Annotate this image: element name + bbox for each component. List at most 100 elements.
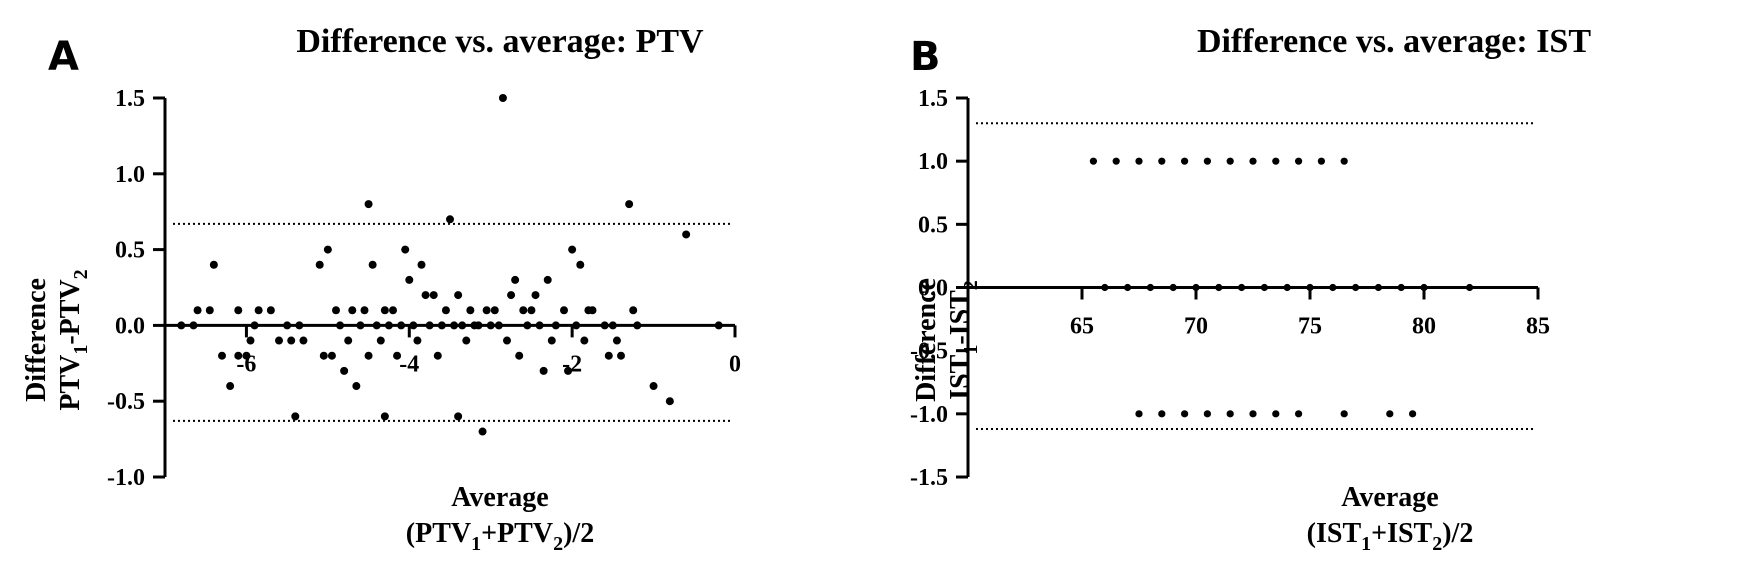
panel-a-data-point (604, 351, 613, 360)
panel-a-y-tick-label: -1.0 (107, 465, 145, 491)
panel-b-y-tick-label: -1.5 (910, 465, 948, 491)
panel-b-data-point (1295, 157, 1303, 165)
panel-b-data-point (1112, 157, 1120, 165)
panel-b-data-point (1317, 157, 1325, 165)
panel-a-data-point (250, 321, 259, 330)
panel-a-ylabel-line1: Difference (21, 278, 52, 402)
panel-b-data-point (1466, 283, 1474, 292)
panel-a-data-point (494, 321, 503, 330)
panel-a-data-point (482, 306, 491, 315)
panel-a-data-point (323, 245, 332, 254)
panel-a-y-tick-label: 0.5 (115, 238, 145, 264)
panel-a-data-point (344, 336, 353, 345)
panel-a-data-point (218, 351, 226, 360)
panel-a-data-point (547, 336, 556, 345)
panel-b-data-point (1226, 410, 1234, 418)
panel-a-title: Difference vs. average: PTV (296, 23, 704, 60)
panel-a-data-point (474, 321, 483, 330)
panel-a-plot: -1.0-0.50.00.51.01.5-6 -4 -2 0 (107, 86, 741, 491)
panel-a-data-point (486, 321, 495, 330)
panel-b-y-tick-label: 1.0 (918, 149, 948, 175)
panel-a-data-point (287, 336, 296, 345)
panel-a-data-point (543, 275, 552, 284)
panel-b-data-point (1260, 283, 1268, 292)
panel-b-data-point (1135, 157, 1143, 165)
panel-a-data-point (503, 336, 511, 345)
panel-a-data-point (189, 321, 198, 330)
panel-a-data-point (665, 397, 674, 406)
panel-a-data-point (478, 427, 487, 436)
panel-a-data-point (576, 260, 585, 269)
panel-a-data-point (649, 382, 658, 391)
panel-b-data-point (1124, 283, 1132, 292)
panel-a-data-point (193, 306, 202, 315)
panel-a-ylabel-line2: PTV1-PTV2 (55, 269, 92, 410)
panel-a-data-point (450, 321, 459, 330)
panel-b-data-point (1249, 410, 1257, 418)
panel-a-data-point (551, 321, 560, 330)
panel-b-xlabel-line2: (IST1+IST2)/2 (1307, 518, 1474, 555)
panel-b-data-point (1203, 410, 1211, 418)
panel-a-data-point (380, 306, 389, 315)
panel-a-data-point (490, 306, 499, 315)
panel-b-ylabel: Difference IST1-IST2 (911, 278, 982, 402)
panel-b-ylabel-line1: Difference (911, 278, 942, 402)
panel-a-letter: A (48, 34, 79, 80)
panel-a-data-point (437, 321, 446, 330)
panel-b-data-point (1272, 157, 1280, 165)
panel-a-data-point (242, 351, 251, 360)
panel-a-ylabel: Difference PTV1-PTV2 (21, 269, 92, 410)
panel-a-data-point (600, 321, 609, 330)
panel-b-ylabel-line2: IST1-IST2 (945, 280, 982, 400)
panel-b-data-point (1409, 410, 1417, 418)
panel-a-data-point (535, 321, 544, 330)
panel-b-data-point (1181, 157, 1189, 165)
panel-b-data-point (1352, 283, 1360, 292)
panel-a-data-point (564, 366, 573, 375)
panel-b-data-point (1249, 157, 1257, 165)
panel-b-data-point (1169, 283, 1177, 292)
panel-a-y-tick-label: 0.0 (115, 313, 145, 339)
panel-a-data-point (462, 336, 471, 345)
panel-a-data-point (498, 94, 507, 102)
panel-a-data-point (515, 351, 524, 360)
panel-a-data-point (527, 306, 536, 315)
panel-a-data-point (372, 321, 381, 330)
panel-b-data-point (1158, 410, 1166, 418)
panel-a-data-point (336, 321, 345, 330)
panel-a-data-point (315, 260, 324, 269)
panel-a-data-point (405, 275, 414, 284)
panel-b-plot: -1.5 -1.0 -0.5 0.0 0.5 1.0 1.5 65 70 75 80 85 (910, 86, 1550, 491)
panel-a-data-point (393, 351, 402, 360)
panel-a-data-point (380, 412, 389, 421)
panel-a-data-point (511, 275, 520, 284)
panel-b-y-tick-label: -1.0 (910, 402, 948, 428)
panel-b-x-tick-label: 80 (1412, 314, 1436, 340)
panel-a-data-point (454, 412, 463, 421)
panel-a-data-point (458, 321, 467, 330)
panel-a-data-point (572, 321, 581, 330)
panel-a-data-point (617, 351, 625, 360)
panel-a-data-point (360, 306, 369, 315)
panel-a-y-tick-label: 1.0 (115, 162, 145, 188)
panel-a-data-point (368, 260, 377, 269)
panel-a-data-point (580, 336, 589, 345)
panel-a-data-point (523, 321, 532, 330)
panel-a-data-point (507, 291, 516, 300)
panel-a-data-point (332, 306, 340, 315)
panel-a-data-point (409, 321, 418, 330)
panel-a-data-point (205, 306, 214, 315)
panel-a-data-point (384, 321, 393, 330)
panel-b-data-point (1215, 283, 1223, 292)
panel-b-x-tick-label: 75 (1298, 314, 1322, 340)
panel-a-data-point (319, 351, 328, 360)
panel-b-x-tick-label: 70 (1184, 314, 1208, 340)
panel-a-data-point (682, 230, 691, 239)
panel-a-data-point (397, 321, 406, 330)
panel-b-y-tick-label: -0.5 (910, 339, 948, 365)
panel-a-data-point (421, 291, 430, 300)
panel-a-data-point (629, 306, 638, 315)
panel-a-data-point (234, 306, 243, 315)
panel-a-data-point (209, 260, 218, 269)
